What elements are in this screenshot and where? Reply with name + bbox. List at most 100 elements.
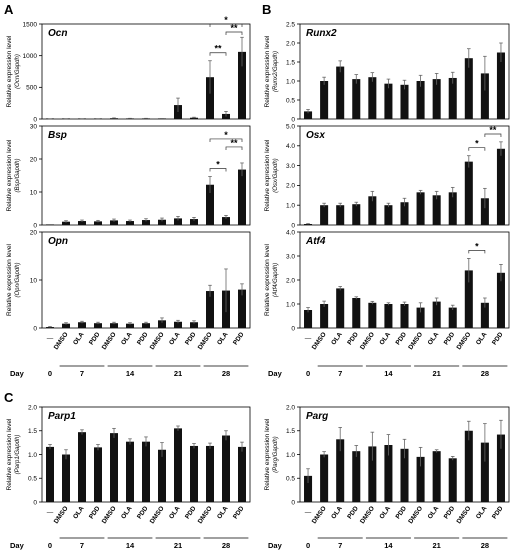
y-axis-label: Relative expression level <box>6 35 13 107</box>
bar <box>304 224 313 225</box>
y-tick-label: 500 <box>26 85 37 92</box>
x-category-label: — <box>47 335 54 342</box>
significance-label: * <box>224 15 228 25</box>
y-tick-label: 20 <box>30 156 38 163</box>
bar <box>480 73 489 119</box>
chart-ocn: Ocn Relative expression level (Ocn/Gapdh) 0… <box>6 15 251 123</box>
bar <box>238 169 246 225</box>
bar <box>384 83 393 119</box>
bar <box>46 446 54 502</box>
bracket-line <box>209 138 243 142</box>
day-axis-label: Day <box>10 541 25 550</box>
bar <box>352 79 361 119</box>
x-category-label: DMSO <box>311 505 328 525</box>
x-axis-categories: — DMSO OLA PDD DMSO OLA PDD DMSO OLA PDD DMSO OLA PD… <box>268 331 508 378</box>
day-axis-label: Day <box>10 369 25 378</box>
y-tick-label: 0 <box>33 325 37 332</box>
bar <box>94 323 102 328</box>
x-category-label: PDD <box>184 505 198 521</box>
bar <box>46 327 54 328</box>
chart-atf4: Atf4 Relative expression level (Atf4/Gapdh… <box>264 229 510 332</box>
day-label: 7 <box>80 369 84 378</box>
bar <box>78 322 86 328</box>
y-tick-label: 0 <box>291 325 295 332</box>
bar <box>368 446 377 502</box>
chart-title: Atf4 <box>305 236 326 247</box>
bar <box>158 219 166 225</box>
x-category-label: OLA <box>168 331 182 347</box>
y-axis-sublabel: (Parg/Gapdh) <box>273 436 279 472</box>
bar <box>336 288 345 328</box>
x-category-label: PDD <box>136 505 150 521</box>
bar <box>432 451 441 502</box>
bar <box>400 202 409 225</box>
panel-letter-b: B <box>262 2 271 17</box>
significance-label: ** <box>214 44 222 54</box>
y-tick-label: 2.0 <box>286 183 295 190</box>
bar <box>448 77 457 119</box>
y-axis-label: Relative expression level <box>264 418 271 490</box>
bar <box>432 79 441 119</box>
bracket-line <box>484 133 502 137</box>
bracket-line <box>468 250 486 254</box>
y-tick-label: 1.0 <box>286 78 295 85</box>
significance-bracket: ** <box>225 138 243 150</box>
significance-bracket: * <box>209 15 243 27</box>
bar <box>174 428 182 502</box>
y-tick-label: 2.0 <box>286 404 295 411</box>
bar <box>174 218 182 225</box>
bar <box>432 301 441 328</box>
day-label: 0 <box>306 369 310 378</box>
x-category-label: DMSO <box>456 505 473 525</box>
y-tick-label: 2.0 <box>286 40 295 47</box>
chart-title: Parp1 <box>48 411 76 422</box>
bar <box>384 445 393 502</box>
x-category-label: OLA <box>378 505 392 521</box>
bar <box>190 117 198 119</box>
bar <box>384 205 393 225</box>
y-tick-label: 2.5 <box>286 21 295 28</box>
bar <box>94 221 102 225</box>
chart-title: Bsp <box>48 130 67 141</box>
y-tick-label: 4.0 <box>286 229 295 236</box>
day-label: 14 <box>384 541 393 550</box>
chart-title: Osx <box>306 130 325 141</box>
day-label: 21 <box>432 541 440 550</box>
day-label: 7 <box>338 369 342 378</box>
bar <box>464 270 473 328</box>
bracket-line <box>209 23 243 27</box>
x-category-label: OLA <box>120 331 134 347</box>
day-label: 14 <box>126 541 135 550</box>
y-axis-sublabel: (Opn/Gapdh) <box>15 262 21 297</box>
y-tick-label: 0 <box>33 222 37 229</box>
x-category-label: PDD <box>88 331 102 347</box>
chart-bsp: Bsp Relative expression level (Bsp/Gapdh) 0… <box>6 123 251 229</box>
y-axis-sublabel: (Atf4/Gapdh) <box>273 263 279 297</box>
y-tick-label: 1000 <box>23 53 38 60</box>
x-category-label: PDD <box>395 505 409 521</box>
y-tick-label: 2.0 <box>28 404 37 411</box>
day-label: 28 <box>481 369 489 378</box>
bar <box>304 475 313 502</box>
chart-title: Opn <box>48 236 68 247</box>
x-category-label: PDD <box>184 331 198 347</box>
bar <box>496 52 505 119</box>
x-category-label: DMSO <box>149 331 166 351</box>
bar <box>238 289 246 328</box>
bar <box>206 184 214 225</box>
bar <box>416 456 425 502</box>
day-label: 28 <box>481 541 489 550</box>
day-label: 14 <box>384 369 393 378</box>
significance-label: * <box>475 241 479 251</box>
significance-label: ** <box>230 23 238 33</box>
x-category-label: PDD <box>346 331 360 347</box>
bar <box>206 445 214 502</box>
bar <box>448 307 457 328</box>
bar <box>190 322 198 328</box>
bar <box>190 445 198 502</box>
y-tick-label: 1.5 <box>28 428 37 435</box>
x-category-label: DMSO <box>197 331 214 351</box>
bar <box>126 323 134 328</box>
x-category-label: PDD <box>136 331 150 347</box>
